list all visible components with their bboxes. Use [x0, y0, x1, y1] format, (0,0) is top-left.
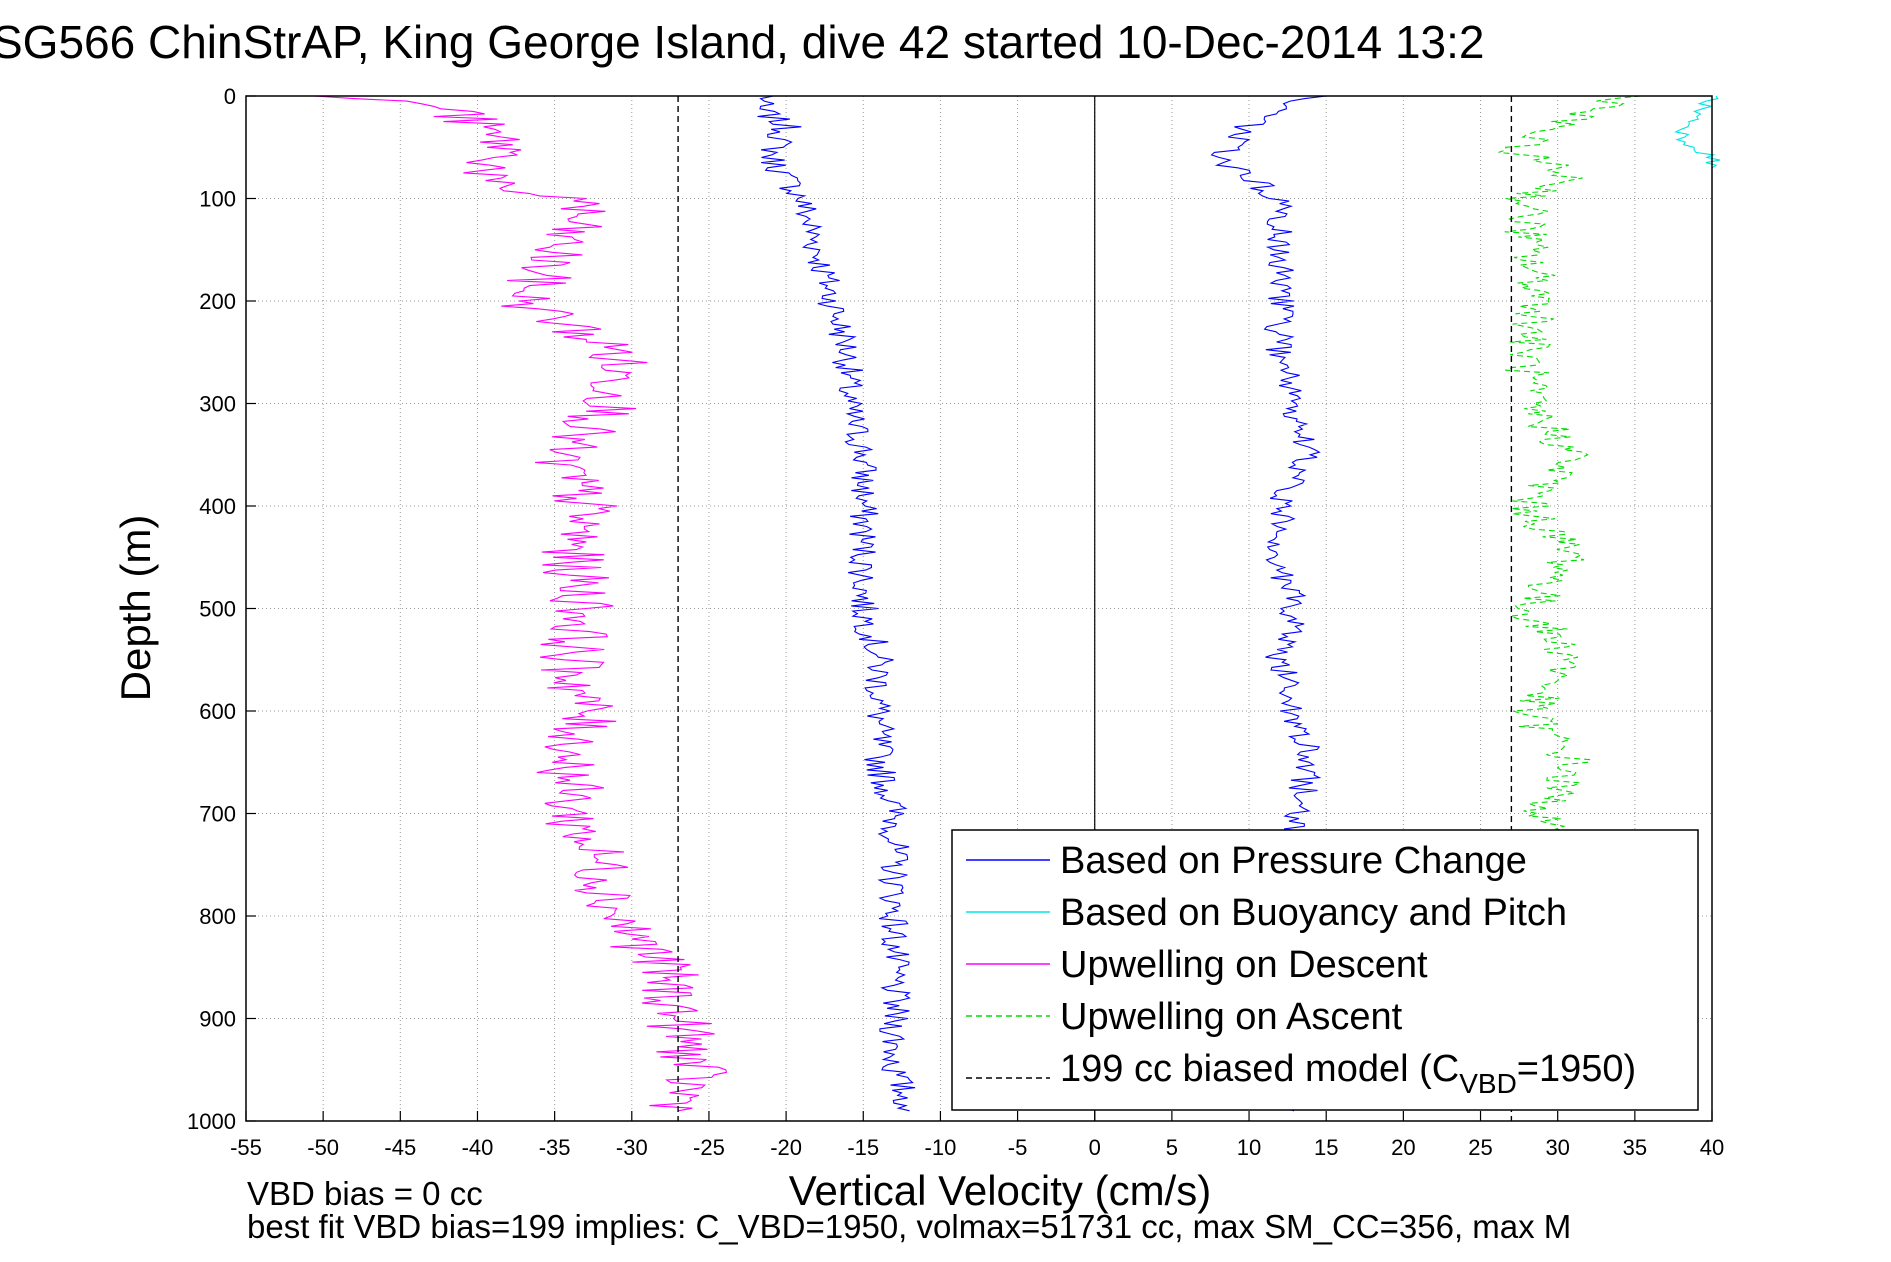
- y-tick-label: 500: [199, 597, 236, 622]
- x-tick-label: -45: [384, 1135, 416, 1160]
- y-tick-label: 300: [199, 392, 236, 417]
- y-tick-label: 400: [199, 494, 236, 519]
- x-axis-label: Vertical Velocity (cm/s): [789, 1167, 1211, 1214]
- x-tick-label: 5: [1166, 1135, 1178, 1160]
- y-axis-ticks: 0 100 200 300 400 500 600 700 800 900 1000: [187, 84, 256, 1134]
- x-tick-label: 10: [1237, 1135, 1261, 1160]
- legend-box: [951, 829, 1699, 1111]
- x-tick-label: -15: [847, 1135, 879, 1160]
- chart-title: SG566 ChinStrAP, King George Island, div…: [0, 16, 1485, 68]
- y-tick-label: 200: [199, 289, 236, 314]
- annotation-vbd-bias: VBD bias = 0 cc: [247, 1175, 483, 1212]
- series-line-0: [757, 95, 916, 1112]
- x-tick-label: -50: [307, 1135, 339, 1160]
- x-axis-ticks: -55 -50 -45 -40 -35 -30 -25 -20 -15 -10 -5 0 5 10 15 20…: [230, 1111, 1724, 1160]
- x-tick-label: 40: [1700, 1135, 1724, 1160]
- x-tick-label: 20: [1391, 1135, 1415, 1160]
- legend-label: Based on Pressure Change: [1060, 840, 1527, 882]
- y-tick-label: 600: [199, 699, 236, 724]
- x-tick-label: -5: [1008, 1135, 1028, 1160]
- y-axis-label: Depth (m): [112, 515, 159, 702]
- plot-frame: [245, 95, 1713, 1122]
- y-tick-label: 100: [199, 187, 236, 212]
- legend: Based on Pressure Change Based on Buoyanc…: [951, 829, 1699, 1111]
- legend-label: 199 cc biased model (CVBD=1950): [1060, 1048, 1636, 1099]
- y-tick-label: 0: [224, 84, 236, 109]
- x-tick-label: 15: [1314, 1135, 1338, 1160]
- x-tick-label: 0: [1089, 1135, 1101, 1160]
- y-tick-label: 700: [199, 802, 236, 827]
- x-tick-label: -40: [462, 1135, 494, 1160]
- x-tick-label: 35: [1623, 1135, 1647, 1160]
- x-tick-label: 25: [1468, 1135, 1492, 1160]
- series-line-3: [1498, 95, 1641, 917]
- legend-label: Upwelling on Ascent: [1060, 996, 1403, 1038]
- y-tick-label: 900: [199, 1007, 236, 1032]
- x-tick-label: -25: [693, 1135, 725, 1160]
- x-tick-label: -55: [230, 1135, 262, 1160]
- y-tick-label: 800: [199, 904, 236, 929]
- series-line-2: [313, 95, 728, 1112]
- annotation-best-fit: best fit VBD bias=199 implies: C_VBD=195…: [247, 1208, 1571, 1245]
- x-tick-label: -20: [770, 1135, 802, 1160]
- x-tick-label: 30: [1545, 1135, 1569, 1160]
- legend-label: Based on Buoyancy and Pitch: [1060, 892, 1567, 934]
- x-tick-label: -10: [925, 1135, 957, 1160]
- x-tick-label: -35: [539, 1135, 571, 1160]
- x-tick-label: -30: [616, 1135, 648, 1160]
- legend-label: Upwelling on Descent: [1060, 944, 1428, 986]
- y-tick-label: 1000: [187, 1109, 236, 1134]
